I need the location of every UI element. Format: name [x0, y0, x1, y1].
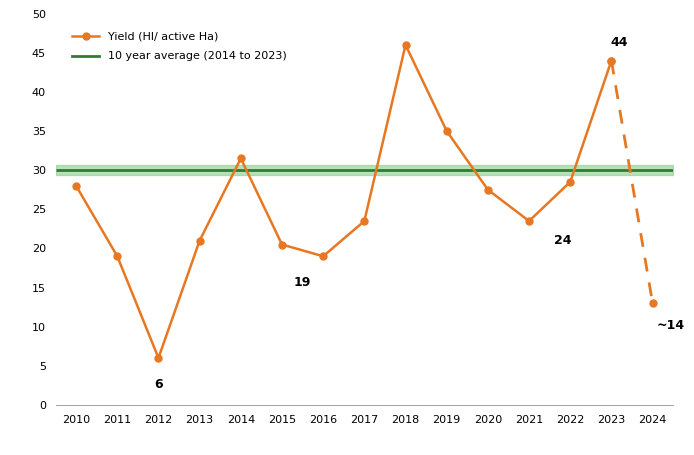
Text: ~14: ~14: [657, 319, 685, 332]
Text: 24: 24: [554, 234, 571, 247]
Text: 6: 6: [154, 378, 163, 390]
Text: 44: 44: [611, 36, 628, 49]
Legend: Yield (Hl/ active Ha), 10 year average (2014 to 2023): Yield (Hl/ active Ha), 10 year average (…: [67, 27, 291, 66]
Text: 19: 19: [294, 276, 312, 289]
